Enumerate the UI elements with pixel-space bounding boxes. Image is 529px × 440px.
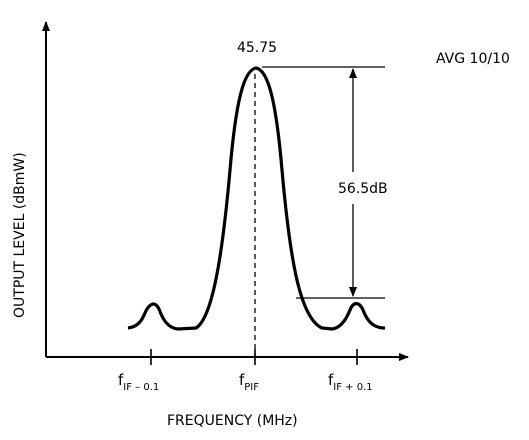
y-axis-label: OUTPUT LEVEL (dBmW) bbox=[12, 152, 28, 318]
avg-label: AVG 10/10 bbox=[436, 51, 510, 67]
peak-value-label: 45.75 bbox=[237, 40, 277, 56]
tick-label-right: fIF + 0.1 bbox=[328, 371, 373, 393]
tick-label-left: fIF – 0.1 bbox=[118, 371, 159, 393]
difference-label: 56.5dB bbox=[338, 181, 388, 197]
x-axis-label: FREQUENCY (MHz) bbox=[167, 413, 298, 429]
spectrum-curve bbox=[127, 66, 386, 331]
tick-label-center: fPIF bbox=[239, 371, 259, 393]
